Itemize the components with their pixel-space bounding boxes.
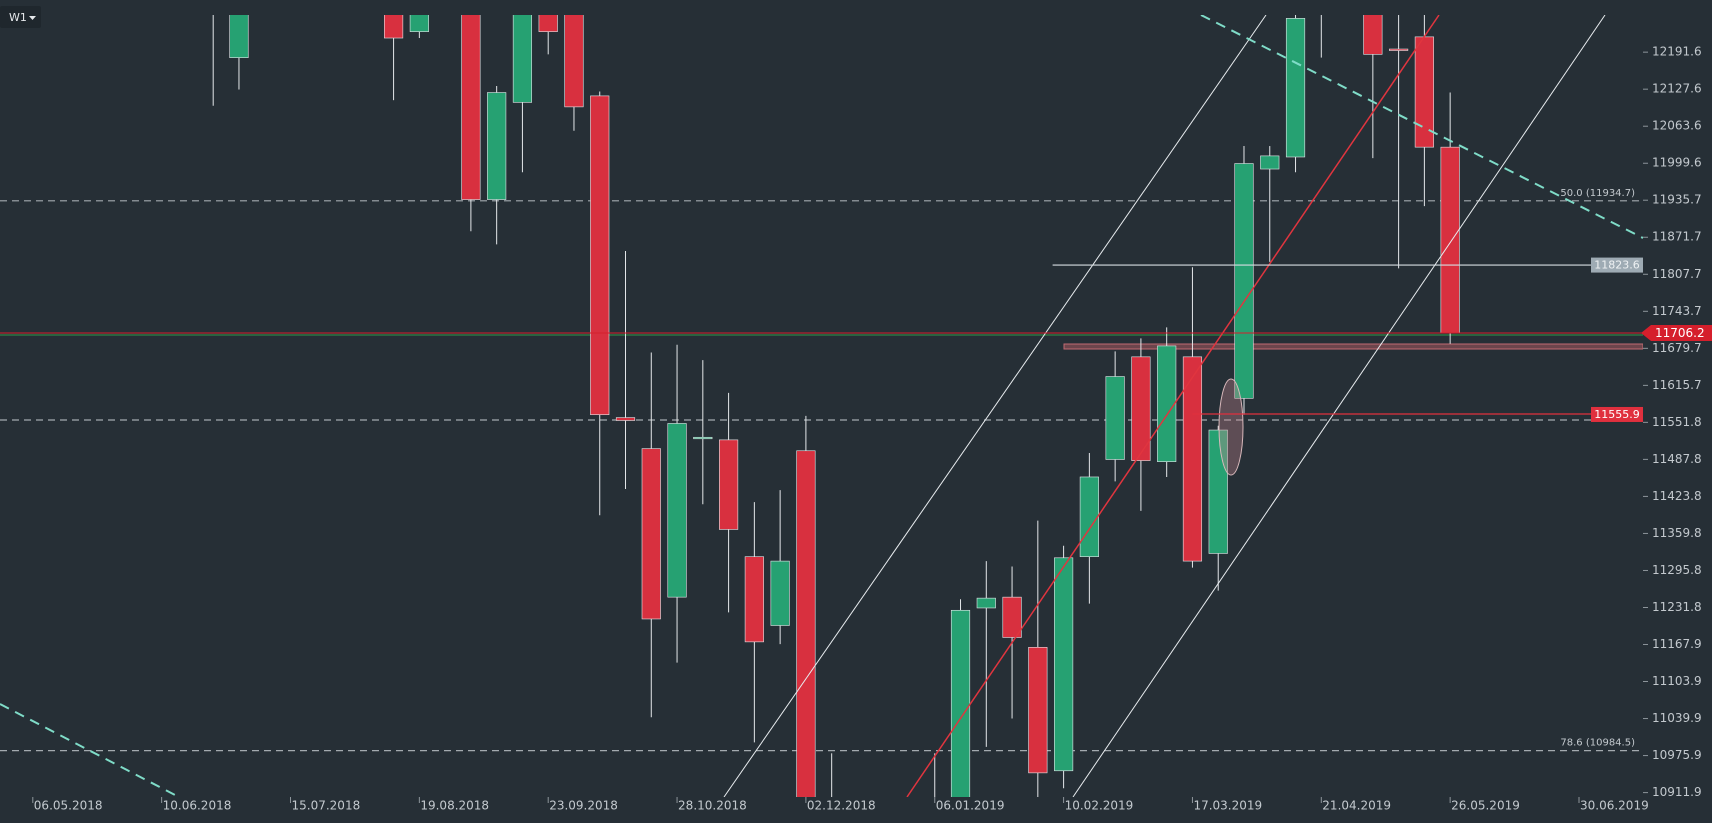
highlight-ellipse <box>1218 378 1244 476</box>
candle-body <box>564 15 584 108</box>
candle-body <box>1260 155 1280 170</box>
x-tick-label: 26.05.2019 <box>1451 799 1520 813</box>
dropdown-arrow[interactable] <box>29 16 36 20</box>
x-tick-label: 17.03.2019 <box>1193 799 1262 813</box>
y-tick-label: 11167.9 <box>1652 637 1702 651</box>
candle-body <box>487 92 507 200</box>
candle-body <box>1054 557 1074 772</box>
y-tick-label: 11359.8 <box>1652 526 1702 540</box>
candle-body <box>1389 48 1409 51</box>
candle-body <box>976 597 996 609</box>
y-tick-label: 12127.6 <box>1652 82 1702 96</box>
y-tick-label: 11487.8 <box>1652 452 1702 466</box>
candle-body <box>1079 476 1099 558</box>
candle-body <box>950 609 971 797</box>
level-badge <box>1591 406 1643 422</box>
button-bg[interactable] <box>0 6 41 28</box>
level-label: 78.6 (10984.5) <box>1560 738 1635 749</box>
candle-body <box>693 436 713 440</box>
candle-body <box>1028 647 1048 774</box>
candle-body <box>641 448 661 620</box>
y-tick-label: 11423.8 <box>1652 489 1702 503</box>
zone <box>1063 343 1643 350</box>
y-tick-label: 11039.9 <box>1652 711 1702 725</box>
channel-line <box>1072 15 1606 797</box>
x-tick-label: 23.09.2018 <box>549 799 618 813</box>
candle-body <box>667 423 687 598</box>
candle-body <box>1440 146 1460 334</box>
plot-area: 50.0 (11934.7)61.811555.978.6 (10984.5)1… <box>0 15 1643 797</box>
y-tick-label: 12191.6 <box>1652 45 1702 59</box>
candle-body <box>1363 15 1383 55</box>
y-tick-label: 10975.9 <box>1652 748 1702 762</box>
y-tick-label: 12063.6 <box>1652 119 1702 133</box>
x-tick-label: 19.08.2018 <box>420 799 489 813</box>
candle-body <box>409 15 429 32</box>
candle-body <box>1157 345 1177 462</box>
y-tick-label: 11871.7 <box>1652 230 1702 244</box>
y-tick-label: 11935.7 <box>1652 193 1702 207</box>
candle-body <box>538 15 558 32</box>
candle-body <box>1131 356 1151 461</box>
candle-body <box>796 450 816 797</box>
last-price-badge <box>1641 325 1712 342</box>
y-tick-label: 11103.9 <box>1652 674 1702 688</box>
y-tick-label: 11679.7 <box>1652 341 1702 355</box>
candle-body <box>744 556 764 643</box>
trend-line-dashed <box>1200 15 1643 239</box>
candle-body <box>229 15 249 59</box>
candle-body <box>1285 18 1306 158</box>
x-tick-label: 06.05.2018 <box>34 799 103 813</box>
candle-body <box>590 95 610 416</box>
level-layer <box>0 200 1643 752</box>
y-tick-label: 11231.8 <box>1652 600 1702 614</box>
candle-body <box>770 560 790 626</box>
candle-body <box>1002 596 1022 638</box>
candle-body <box>719 439 739 530</box>
y-tick-label: 10911.9 <box>1652 785 1702 799</box>
candle-body <box>1182 356 1203 562</box>
last-price-label: 11706.2 <box>1655 326 1705 340</box>
y-tick-label: 11743.7 <box>1652 304 1702 318</box>
y-tick-label: 11295.8 <box>1652 563 1702 577</box>
x-tick-label: 10.02.2019 <box>1065 799 1134 813</box>
candle-body <box>384 15 404 39</box>
y-tick-label: 11551.8 <box>1652 415 1702 429</box>
x-tick-label: 30.06.2019 <box>1580 799 1649 813</box>
y-tick-label: 11807.7 <box>1652 267 1702 281</box>
x-tick-label: 10.06.2018 <box>163 799 232 813</box>
x-tick-label: 21.04.2019 <box>1322 799 1391 813</box>
timeframe-button[interactable]: W1 <box>0 6 41 28</box>
y-tick-label: 11999.6 <box>1652 156 1702 170</box>
candle-body <box>512 15 533 103</box>
axes: 10911.9 10975.9 11039.9 11103.9 11167.9 11231… <box>32 45 1712 813</box>
candle-body <box>1234 163 1254 399</box>
marker-badge <box>1591 257 1643 273</box>
marker-badge-label: 11823.6 <box>1594 259 1640 272</box>
level-label: 50.0 (11934.7) <box>1560 188 1635 199</box>
channel-line <box>723 15 1267 797</box>
level-badge-label: 11555.9 <box>1594 408 1640 421</box>
x-tick-label: 15.07.2018 <box>292 799 361 813</box>
trend-line <box>906 15 1440 797</box>
x-tick-label: 02.12.2018 <box>807 799 876 813</box>
price-lines: 50.0 (11934.7)61.811555.978.6 (10984.5)1… <box>0 188 1643 749</box>
y-tick-label: 11615.7 <box>1652 378 1702 392</box>
x-tick-label: 06.01.2019 <box>936 799 1005 813</box>
candle-body <box>1105 376 1125 460</box>
candles <box>212 15 1460 797</box>
candle-body <box>615 417 636 421</box>
timeframe-label[interactable]: W1 <box>9 11 27 24</box>
x-tick-label: 28.10.2018 <box>678 799 747 813</box>
candle-body <box>461 15 481 200</box>
